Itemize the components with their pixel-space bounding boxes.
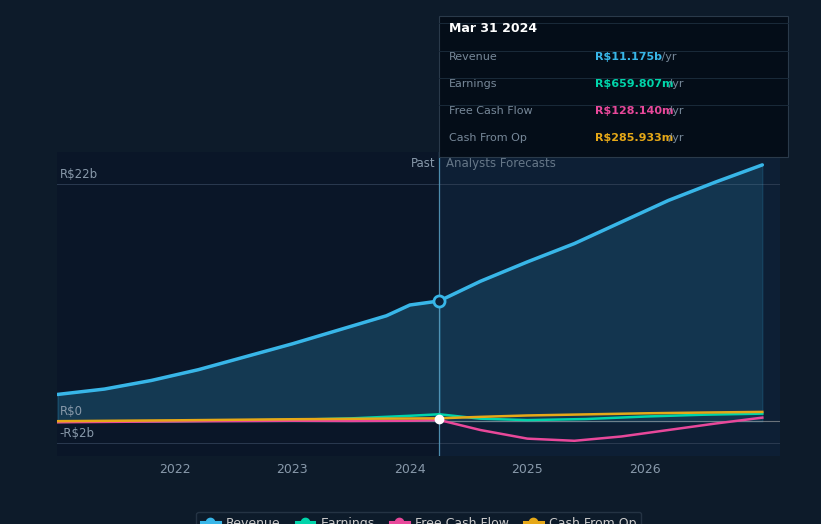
Text: /yr: /yr xyxy=(665,79,684,89)
Text: R$0: R$0 xyxy=(60,406,83,418)
Text: Free Cash Flow: Free Cash Flow xyxy=(449,106,533,116)
Text: Cash From Op: Cash From Op xyxy=(449,134,527,144)
Legend: Revenue, Earnings, Free Cash Flow, Cash From Op: Revenue, Earnings, Free Cash Flow, Cash … xyxy=(196,512,641,524)
Text: Analysts Forecasts: Analysts Forecasts xyxy=(447,157,557,170)
Text: R$659.807m: R$659.807m xyxy=(595,79,674,89)
Bar xyxy=(57,152,439,456)
Text: Mar 31 2024: Mar 31 2024 xyxy=(449,22,537,35)
Text: R$11.175b: R$11.175b xyxy=(595,52,663,62)
Text: /yr: /yr xyxy=(658,52,677,62)
Text: R$128.140m: R$128.140m xyxy=(595,106,674,116)
Text: -R$2b: -R$2b xyxy=(60,427,94,440)
Text: /yr: /yr xyxy=(665,134,684,144)
Text: Past: Past xyxy=(411,157,436,170)
Text: R$22b: R$22b xyxy=(60,168,98,181)
Text: /yr: /yr xyxy=(665,106,684,116)
Text: Revenue: Revenue xyxy=(449,52,498,62)
Text: Earnings: Earnings xyxy=(449,79,498,89)
Text: R$285.933m: R$285.933m xyxy=(595,134,673,144)
